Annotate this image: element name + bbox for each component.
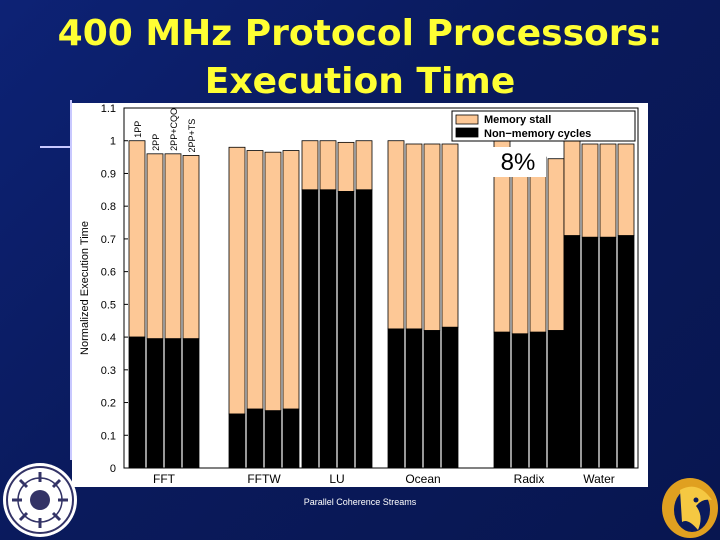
legend-swatch-memory-stall (455, 114, 479, 125)
bar-memory-stall-fftw-0 (228, 146, 246, 415)
bar-memory-stall-fft-3 (182, 155, 200, 340)
y-tick-label: 0.8 (101, 201, 116, 213)
bar-memory-stall-water-3 (617, 143, 635, 237)
bar-non-memory-radix-2 (529, 331, 547, 469)
bar-memory-stall-fft-1 (146, 153, 164, 340)
bar-memory-stall-fftw-1 (246, 150, 264, 410)
legend-label-non-memory: Non−memory cycles (484, 128, 591, 140)
bar-non-memory-radix-0 (493, 331, 511, 469)
bar-memory-stall-ocean-1 (405, 143, 423, 330)
x-category-label: Radix (514, 472, 545, 486)
bar-non-memory-fft-2 (164, 338, 182, 469)
x-category-label: FFT (153, 472, 176, 486)
bar-non-memory-lu-0 (301, 189, 319, 469)
bar-non-memory-water-0 (563, 235, 581, 469)
execution-time-chart: 0 0.1 0.2 0.3 0.4 0.5 0.6 0.7 0.8 0.9 1 1.1 Normaliz… (72, 103, 648, 487)
x-category-label: LU (329, 472, 344, 486)
bar-memory-stall-fft-2 (164, 153, 182, 340)
bar-memory-stall-water-0 (563, 140, 581, 237)
bar-memory-stall-water-2 (599, 143, 617, 238)
config-label: 1PP (133, 121, 143, 138)
bar-memory-stall-lu-1 (319, 140, 337, 191)
bar-non-memory-fftw-2 (264, 410, 282, 469)
y-tick-label: 0.3 (101, 365, 116, 377)
chart-canvas: 0 0.1 0.2 0.3 0.4 0.5 0.6 0.7 0.8 0.9 1 1.1 Normaliz… (79, 103, 639, 486)
y-tick-label: 0.5 (101, 299, 116, 311)
y-tick-label: 1.1 (101, 103, 116, 115)
plot-frame (123, 107, 639, 469)
bar-non-memory-fft-1 (146, 338, 164, 469)
x-category-label: Ocean (405, 472, 440, 486)
config-label: 2PP+TS (187, 119, 197, 153)
bar-memory-stall-lu-2 (337, 141, 355, 192)
bar-non-memory-fft-3 (182, 338, 200, 469)
bar-non-memory-lu-3 (355, 189, 373, 469)
bar-memory-stall-ocean-2 (423, 143, 441, 331)
bar-non-memory-fft-0 (128, 336, 146, 469)
bar-memory-stall-radix-3 (547, 158, 565, 331)
bar-non-memory-radix-1 (511, 333, 529, 469)
bar-memory-stall-fft-0 (128, 140, 146, 338)
bar-memory-stall-fftw-3 (282, 150, 300, 410)
title-line-2: Execution Time (204, 61, 516, 102)
y-tick-label: 0.6 (101, 267, 116, 279)
y-tick-label: 0 (110, 463, 116, 475)
bar-non-memory-water-3 (617, 235, 635, 469)
y-tick-label: 0.9 (101, 168, 116, 180)
bar-non-memory-ocean-1 (405, 328, 423, 469)
decorative-line-horizontal (40, 146, 74, 148)
bar-non-memory-radix-3 (547, 330, 565, 469)
x-category-label: FFTW (247, 472, 281, 486)
bar-non-memory-ocean-2 (423, 330, 441, 469)
y-axis-label: Normalized Execution Time (79, 221, 91, 355)
bar-non-memory-ocean-3 (441, 326, 459, 469)
legend-label-memory-stall: Memory stall (484, 114, 551, 126)
bar-non-memory-water-1 (581, 236, 599, 469)
annotation-background (490, 147, 546, 177)
bar-non-memory-water-2 (599, 236, 617, 469)
config-label: 2PP+CQO (169, 108, 179, 151)
bar-non-memory-lu-1 (319, 189, 337, 469)
bar-memory-stall-ocean-0 (387, 140, 405, 330)
y-tick-label: 0.2 (101, 398, 116, 410)
bar-memory-stall-radix-1 (511, 161, 529, 335)
slide-footer: Parallel Coherence Streams (303, 497, 417, 507)
bar-memory-stall-lu-0 (301, 140, 319, 191)
bar-memory-stall-ocean-3 (441, 143, 459, 328)
decorative-line-vertical (70, 100, 72, 460)
legend-swatch-non-memory (455, 127, 479, 138)
y-tick-label: 0.4 (101, 332, 116, 344)
bar-memory-stall-water-1 (581, 143, 599, 238)
bar-non-memory-lu-2 (337, 191, 355, 469)
config-label: 2PP (151, 134, 161, 151)
title-line-1: 400 MHz Protocol Processors: (57, 13, 663, 54)
annotation-8-percent: 8% (501, 149, 536, 176)
institute-seal-logo (3, 463, 77, 537)
legend-box (451, 110, 636, 142)
bar-non-memory-fftw-1 (246, 408, 264, 469)
x-category-label: Water (583, 472, 615, 486)
bar-memory-stall-radix-2 (529, 156, 547, 333)
bar-memory-stall-fftw-2 (264, 151, 282, 412)
y-tick-label: 1 (110, 136, 116, 148)
bar-non-memory-fftw-3 (282, 408, 300, 469)
bar-non-memory-ocean-0 (387, 328, 405, 469)
y-tick-label: 0.1 (101, 430, 116, 442)
pegasus-logo (662, 478, 718, 538)
y-tick-label: 0.7 (101, 234, 116, 246)
slide-title: 400 MHz Protocol Processors: Execution T… (0, 10, 720, 106)
bar-memory-stall-lu-3 (355, 140, 373, 191)
bar-non-memory-fftw-0 (228, 413, 246, 469)
